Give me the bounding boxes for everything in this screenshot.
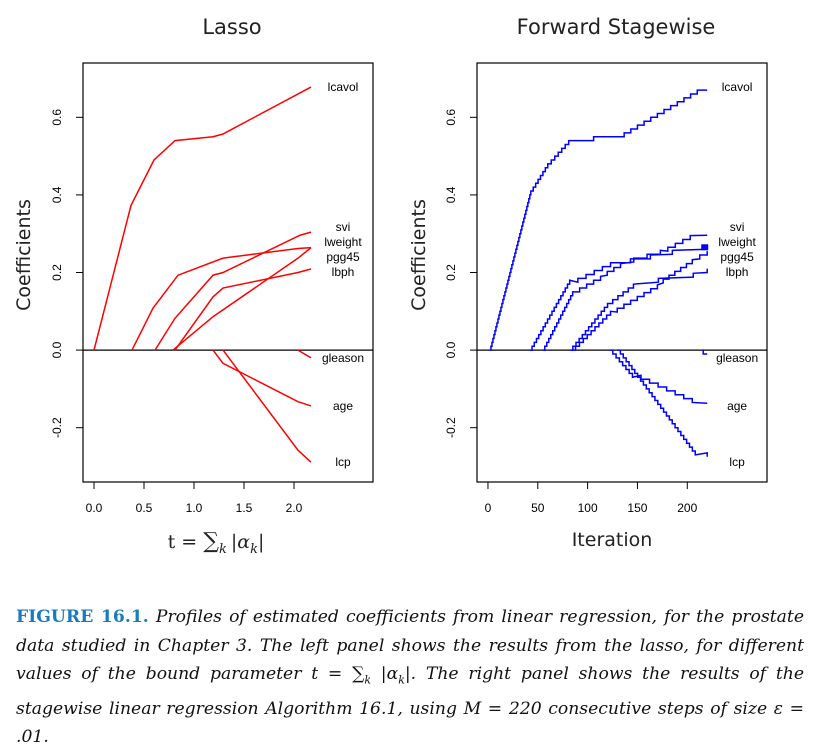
xlabel-body-sub: k [250,542,258,557]
stagewise-x-tick-label: 50 [531,501,545,515]
lasso-x-tick-label: 2.0 [286,501,303,515]
stagewise-panel: Forward Stagewise Coefficients Iteration… [408,15,768,551]
lasso-y-tick-label: -0.2 [50,417,64,438]
xlabel-sum-sub: k [219,542,227,557]
lasso-x-tick-label: 1.0 [186,501,203,515]
caption-abs-alpha: |α [371,664,399,684]
lasso-line-age [212,349,312,407]
stagewise-plot-frame [476,62,768,483]
lasso-panel: Lasso Coefficients t = ∑k |αk| 0.0 0.5 1.0 1… [13,15,374,557]
lasso-line-lcavol [93,86,312,351]
lasso-label-lcp: lcp [335,455,351,469]
figure-caption: FIGURE 16.1. Profiles of estimated coeff… [16,603,804,752]
stagewise-line-svi [542,234,708,351]
lasso-label-pgg45: pgg45 [326,250,360,264]
lasso-title: Lasso [202,15,261,39]
lasso-y-axis-label: Coefficients [13,199,35,311]
stagewise-line-lcp [617,349,708,457]
stagewise-line-age [609,349,708,404]
xlabel-body: |α [231,531,250,553]
lasso-y-tick-label: 0.4 [50,186,64,203]
stagewise-line-gleason [702,349,708,355]
stagewise-label-lcp: lcp [729,455,745,469]
lasso-line-pgg45 [172,247,312,351]
stagewise-x-tick-label: 200 [677,501,697,515]
lasso-line-lweight [131,246,312,351]
stagewise-x-tick-label: 100 [578,501,598,515]
lasso-label-svi: svi [336,220,351,234]
lasso-y-tick-label: 0.2 [50,264,64,281]
stagewise-y-tick-label: 0.2 [444,264,458,281]
lasso-label-lweight: lweight [324,235,362,249]
stagewise-y-axis-label: Coefficients [408,199,430,311]
caption-text-end: |. The right panel shows the results of … [16,664,804,748]
lasso-line-lbph [174,268,312,351]
stagewise-x-tick-label: 150 [627,501,647,515]
stagewise-y-tick-label: 0.6 [444,109,458,126]
lasso-label-lbph: lbph [332,265,355,279]
stagewise-marker-lweight [701,244,709,251]
xlabel-sum: ∑ [203,529,219,554]
stagewise-label-age: age [727,399,747,413]
caption-alpha-sub: k [398,673,405,687]
lasso-y-tick-label: 0.0 [50,341,64,358]
stagewise-line-lbph [569,268,708,351]
stagewise-line-lweight [529,245,708,351]
lasso-y-tick-label: 0.6 [50,109,64,126]
lasso-plot-frame [82,62,374,483]
stagewise-y-tick-label: -0.2 [444,417,458,438]
figure: Lasso Coefficients t = ∑k |αk| 0.0 0.5 1.0 1… [13,15,768,557]
stagewise-label-lbph: lbph [726,265,749,279]
lasso-label-age: age [333,399,353,413]
lasso-x-tick-label: 0.5 [136,501,153,515]
stagewise-label-gleason: gleason [716,351,758,365]
stagewise-line-lcavol [489,89,708,351]
stagewise-line-pgg45 [571,251,708,351]
stagewise-title: Forward Stagewise [517,15,716,39]
lasso-label-gleason: gleason [322,351,364,365]
stagewise-x-tick-label: 0 [485,501,492,515]
stagewise-label-lcavol: lcavol [722,80,753,94]
lasso-label-lcavol: lcavol [328,80,359,94]
lasso-line-svi [154,231,312,351]
lasso-x-tick-label: 0.0 [86,501,103,515]
stagewise-x-axis-label: Iteration [572,529,653,551]
caption-sum-sub: k [364,673,372,687]
figure-label: FIGURE 16.1. [16,607,149,627]
lasso-x-tick-label: 1.5 [236,501,253,515]
stagewise-label-lweight: lweight [718,235,756,249]
caption-text: Profiles of estimated coefficients from … [16,607,804,684]
stagewise-y-tick-label: 0.0 [444,341,458,358]
xlabel-suffix: | [258,531,264,553]
stagewise-label-pgg45: pgg45 [720,250,754,264]
xlabel-prefix: t = [168,531,204,553]
lasso-x-axis-label: t = ∑k |αk| [168,529,265,557]
lasso-line-gleason [297,349,312,359]
stagewise-y-tick-label: 0.4 [444,186,458,203]
lasso-line-lcp [222,349,312,463]
stagewise-label-svi: svi [730,220,745,234]
